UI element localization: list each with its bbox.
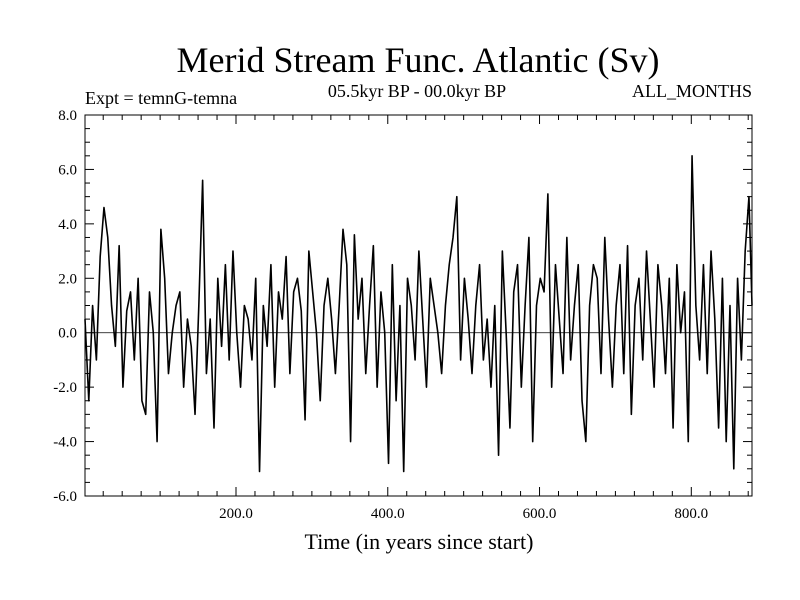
plot-area <box>84 114 753 497</box>
chart-subtitle-center: 05.5kyr BP - 00.0kyr BP <box>328 81 506 101</box>
series-layer <box>84 155 753 473</box>
x-axis: 200.0 400.0 600.0 800.0 <box>102 115 749 522</box>
x-axis-label: Time (in years since start) <box>305 529 534 554</box>
y-tick-label: 6.0 <box>58 162 77 178</box>
chart-subtitle-right: ALL_MONTHS <box>632 81 752 101</box>
y-tick-label: 2.0 <box>58 271 77 287</box>
chart-subtitle-left: Expt = temnG-temna <box>85 88 237 108</box>
plot-frame <box>84 114 753 497</box>
y-axis: -6.0 -4.0 -2.0 0.0 2.0 4.0 6.0 8.0 <box>53 108 752 505</box>
y-tick-label: 4.0 <box>58 217 77 233</box>
y-tick-label: 8.0 <box>58 108 77 124</box>
x-tick-label: 400.0 <box>371 506 405 522</box>
y-tick-label: -4.0 <box>53 435 77 451</box>
x-tick-label: 200.0 <box>219 506 253 522</box>
x-tick-label: 600.0 <box>523 506 557 522</box>
y-tick-label: -2.0 <box>53 380 77 396</box>
chart-title: Merid Stream Func. Atlantic (Sv) <box>177 40 660 80</box>
series-line <box>84 155 753 473</box>
y-tick-label: -6.0 <box>53 489 77 505</box>
x-tick-label: 800.0 <box>674 506 708 522</box>
y-tick-label: 0.0 <box>58 326 77 342</box>
